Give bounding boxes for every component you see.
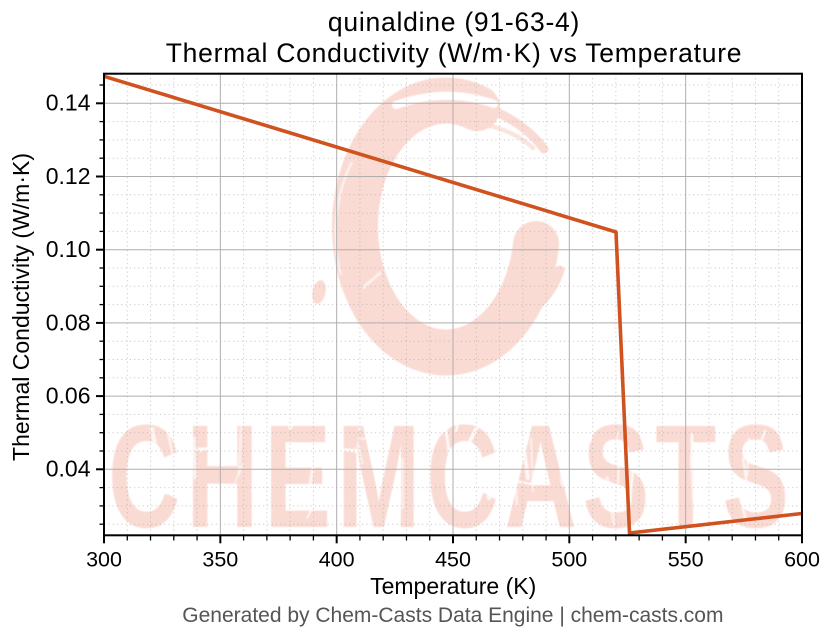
svg-text:300: 300	[86, 548, 122, 572]
svg-text:Thermal Conductivity (W/m·K) v: Thermal Conductivity (W/m·K) vs Temperat…	[166, 38, 743, 68]
svg-text:400: 400	[319, 548, 355, 572]
svg-text:0.08: 0.08	[46, 309, 91, 335]
svg-text:350: 350	[202, 548, 238, 572]
svg-text:0.04: 0.04	[46, 456, 91, 482]
svg-text:0.10: 0.10	[46, 236, 91, 262]
svg-text:500: 500	[551, 548, 587, 572]
svg-text:quinaldine (91-63-4): quinaldine (91-63-4)	[328, 7, 580, 37]
svg-text:Temperature (K): Temperature (K)	[370, 573, 536, 599]
svg-text:550: 550	[668, 548, 704, 572]
svg-text:450: 450	[435, 548, 471, 572]
svg-text:Thermal Conductivity (W/m·K): Thermal Conductivity (W/m·K)	[8, 153, 34, 461]
svg-text:0.12: 0.12	[46, 163, 91, 189]
svg-text:Generated by Chem-Casts Data E: Generated by Chem-Casts Data Engine | ch…	[182, 604, 723, 627]
svg-text:0.14: 0.14	[46, 90, 91, 116]
svg-text:CHEMCASTS: CHEMCASTS	[108, 394, 795, 559]
svg-text:0.06: 0.06	[46, 383, 91, 409]
svg-text:600: 600	[784, 548, 820, 572]
